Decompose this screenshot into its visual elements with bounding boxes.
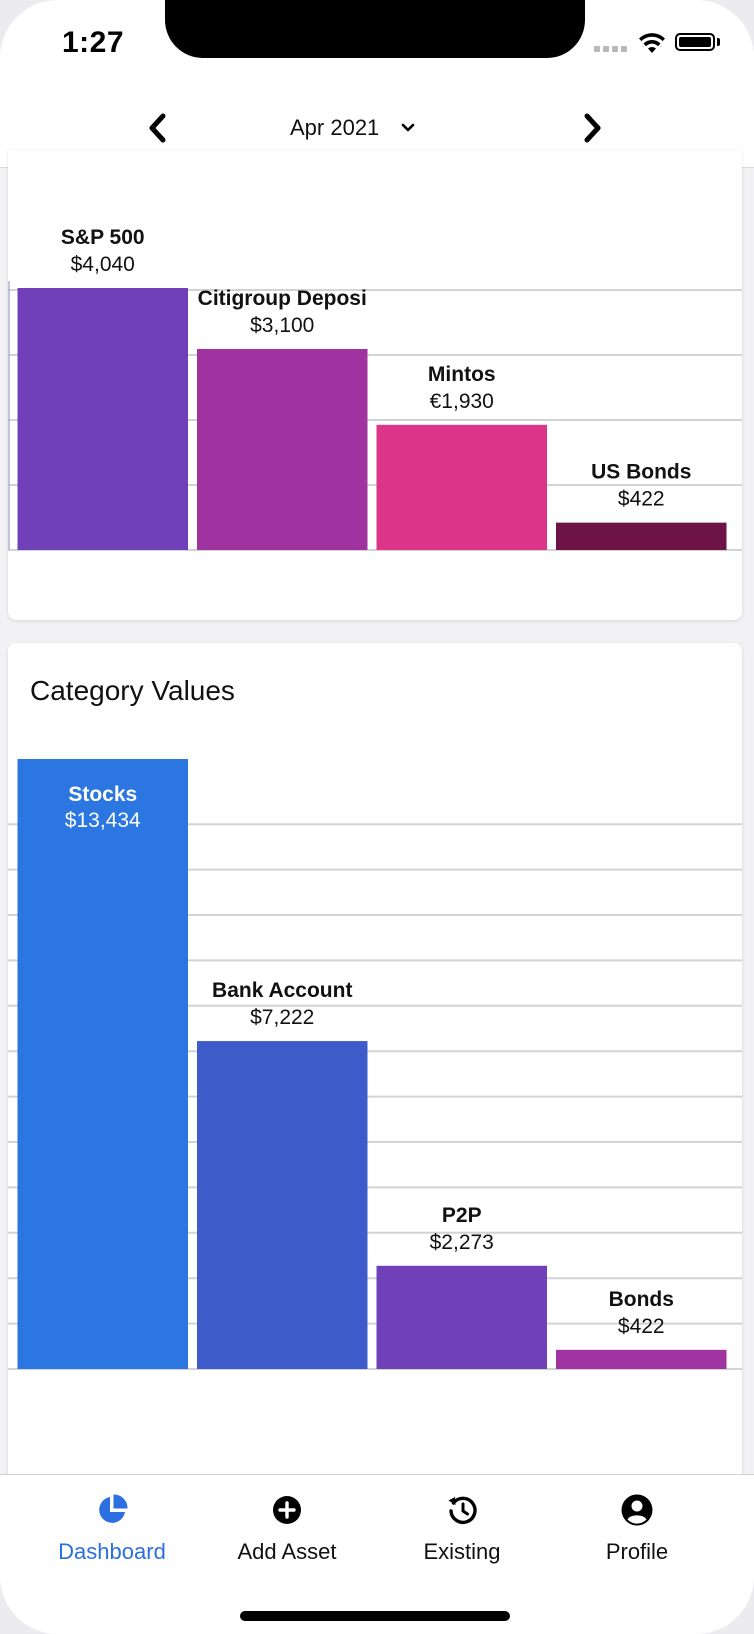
bar <box>376 424 547 550</box>
bar <box>556 522 727 550</box>
bar-name-label: S&P 500 <box>61 226 145 249</box>
pie-chart-icon <box>95 1493 129 1527</box>
bar <box>197 348 368 550</box>
bar-value-label: $4,040 <box>71 253 135 276</box>
tab-label: Dashboard <box>58 1539 166 1564</box>
status-time: 1:27 <box>62 26 125 59</box>
notch <box>165 0 585 58</box>
bar <box>197 1041 368 1369</box>
cellular-signal-icon <box>594 46 627 52</box>
bar-name-label: US Bonds <box>591 461 691 484</box>
bar-name-label: Citigroup Deposi <box>198 287 367 310</box>
battery-icon <box>675 33 715 51</box>
month-dropdown[interactable]: Apr 2021 <box>290 110 415 146</box>
home-indicator <box>240 1611 510 1621</box>
asset-values-chart: S&P 500 $4,040 Citigroup Deposi $3,100 Minto… <box>8 226 742 620</box>
chart-svg: S&P 500 $4,040 Citigroup Deposi $3,100 Minto… <box>8 226 742 551</box>
bar <box>17 759 188 1369</box>
tab-label: Add Asset <box>237 1539 337 1564</box>
bar <box>376 1265 547 1369</box>
tab-label: Profile <box>605 1539 669 1564</box>
add-circle-icon <box>270 1493 304 1527</box>
bar-name-label: P2P <box>442 1204 482 1227</box>
category-values-card: Category Values Stocks $13,434 Bank Accoun… <box>8 643 742 1488</box>
chevron-right-icon <box>584 113 601 143</box>
tab-add-asset[interactable]: Add Asset <box>202 1493 372 1583</box>
chevron-left-icon <box>149 113 166 143</box>
card-title: Category Values <box>30 675 235 706</box>
bar-value-label: $422 <box>618 488 665 511</box>
category-values-chart: Stocks $13,434 Bank Account $7,222 P2P $2,273… <box>8 759 742 1488</box>
tab-profile[interactable]: Profile <box>552 1493 722 1583</box>
bar-value-label: $7,222 <box>250 1006 314 1029</box>
profile-icon <box>620 1493 654 1527</box>
bar-name-label: Bonds <box>609 1288 674 1311</box>
wifi-icon <box>639 33 665 53</box>
tab-dashboard[interactable]: Dashboard <box>27 1493 197 1583</box>
chart-svg: Stocks $13,434 Bank Account $7,222 P2P $2,273… <box>8 759 742 1370</box>
tab-bar: Dashboard Add Asset Existing <box>0 1474 754 1634</box>
bar <box>556 1349 727 1369</box>
history-icon <box>445 1493 479 1527</box>
bar <box>17 288 188 550</box>
bar-value-label: $2,273 <box>430 1231 494 1254</box>
chevron-down-icon <box>401 123 415 132</box>
status-bar: 1:27 <box>0 0 754 88</box>
bar-name-label: Stocks <box>68 783 137 806</box>
battery-tip <box>717 38 720 46</box>
bar-value-label: €1,930 <box>430 390 494 413</box>
tab-label: Existing <box>423 1539 501 1564</box>
bar-name-label: Mintos <box>428 363 496 386</box>
previous-month-button[interactable] <box>138 108 178 148</box>
bar-value-label: $13,434 <box>65 809 141 832</box>
bar-name-label: Bank Account <box>212 979 352 1002</box>
next-month-button[interactable] <box>572 108 612 148</box>
month-label: Apr 2021 <box>290 115 380 140</box>
tab-existing[interactable]: Existing <box>377 1493 547 1583</box>
asset-values-card: S&P 500 $4,040 Citigroup Deposi $3,100 Minto… <box>8 150 742 620</box>
bar-value-label: $3,100 <box>250 314 314 337</box>
bar-value-label: $422 <box>618 1315 665 1338</box>
